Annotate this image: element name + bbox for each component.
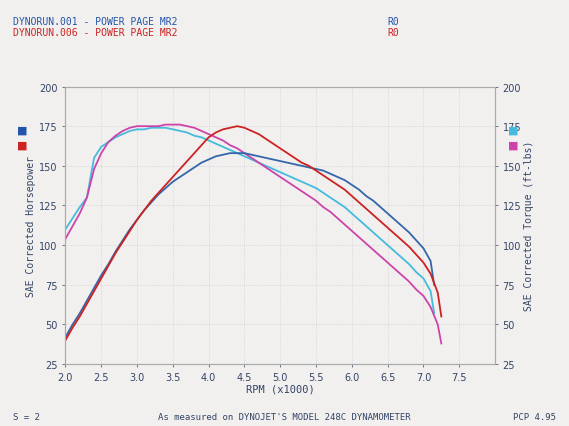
Text: ■: ■ bbox=[17, 140, 27, 150]
Text: R0: R0 bbox=[387, 28, 399, 37]
Text: ■: ■ bbox=[508, 125, 518, 135]
Text: As measured on DYNOJET'S MODEL 248C DYNAMOMETER: As measured on DYNOJET'S MODEL 248C DYNA… bbox=[158, 412, 411, 421]
Text: ■: ■ bbox=[17, 125, 27, 135]
Text: DYNORUN.001 - POWER PAGE MR2: DYNORUN.001 - POWER PAGE MR2 bbox=[13, 17, 177, 27]
Text: PCP 4.95: PCP 4.95 bbox=[513, 412, 556, 421]
Y-axis label: SAE Corrected Horsepower: SAE Corrected Horsepower bbox=[26, 155, 36, 296]
Text: ■: ■ bbox=[508, 140, 518, 150]
Text: DYNORUN.006 - POWER PAGE MR2: DYNORUN.006 - POWER PAGE MR2 bbox=[13, 28, 177, 37]
Y-axis label: SAE Corrected Torque (ft-lbs): SAE Corrected Torque (ft-lbs) bbox=[524, 141, 534, 311]
X-axis label: RPM (x1000): RPM (x1000) bbox=[246, 383, 315, 393]
Text: R0: R0 bbox=[387, 17, 399, 27]
Text: S = 2: S = 2 bbox=[13, 412, 39, 421]
